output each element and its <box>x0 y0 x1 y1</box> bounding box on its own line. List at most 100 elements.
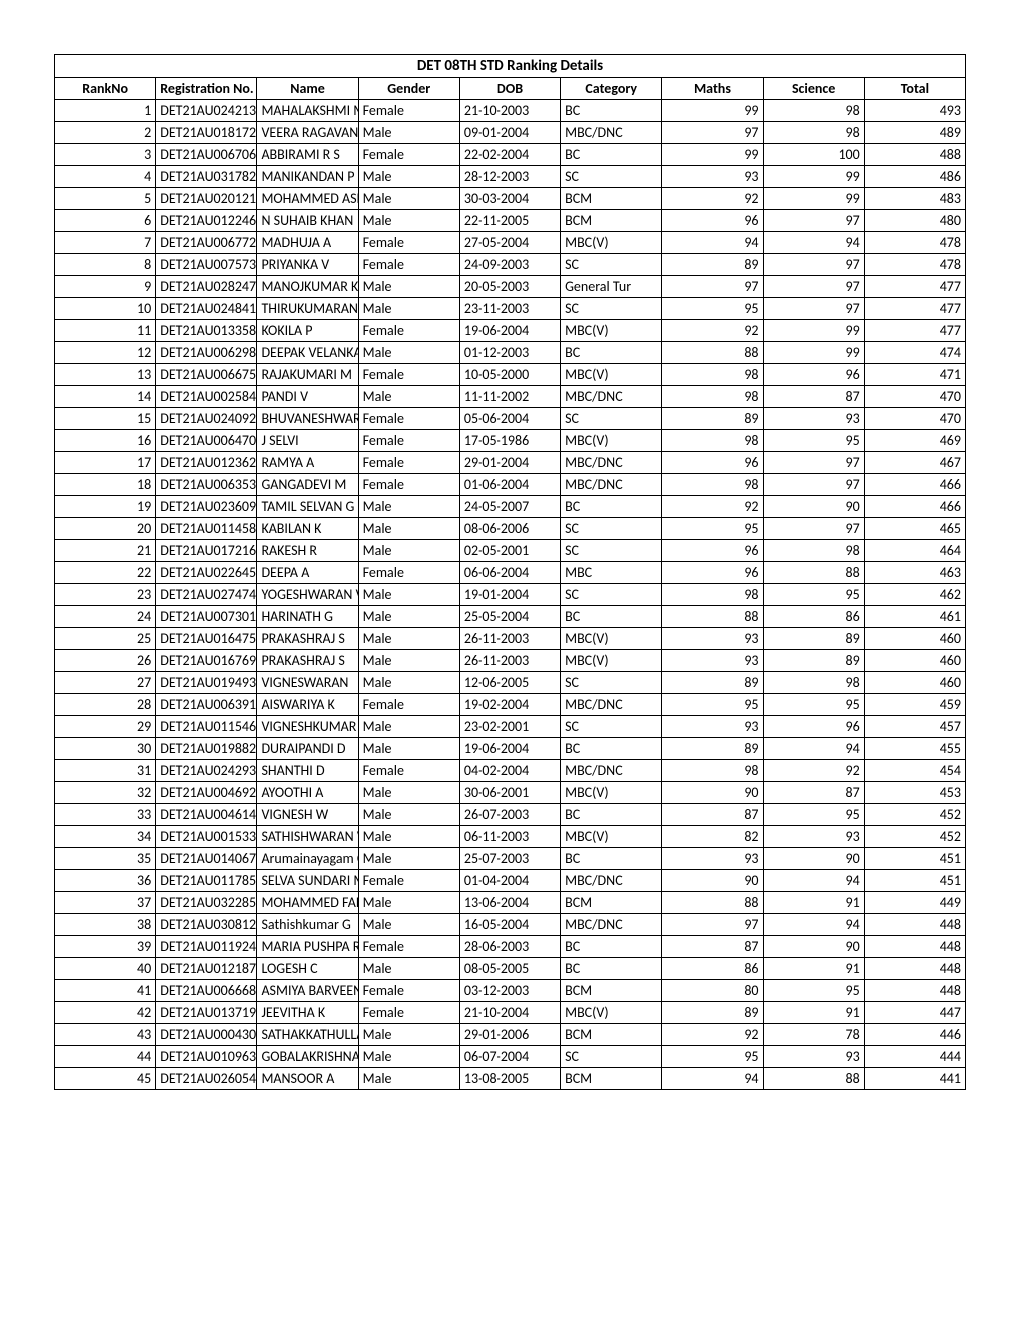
cell-science: 91 <box>763 958 864 980</box>
ranking-table: DET 08TH STD Ranking Details RankNo Regi… <box>54 54 966 1090</box>
cell-dob: 25-05-2004 <box>459 606 560 628</box>
cell-maths: 96 <box>662 562 763 584</box>
cell-reg: DET21AU026054 <box>156 1068 257 1090</box>
cell-total: 447 <box>864 1002 965 1024</box>
cell-total: 452 <box>864 804 965 826</box>
cell-name: BHUVANESHWARI K <box>257 408 358 430</box>
table-row: 32DET21AU004692AYOOTHI AMale30-06-2001MB… <box>55 782 966 804</box>
cell-science: 94 <box>763 870 864 892</box>
cell-dob: 28-06-2003 <box>459 936 560 958</box>
cell-rank: 22 <box>55 562 156 584</box>
cell-rank: 10 <box>55 298 156 320</box>
table-row: 33DET21AU004614VIGNESH WMale26-07-2003BC… <box>55 804 966 826</box>
table-row: 6DET21AU012246N SUHAIB KHANMale22-11-200… <box>55 210 966 232</box>
cell-reg: DET21AU001533 <box>156 826 257 848</box>
cell-category: MBC(V) <box>561 782 662 804</box>
cell-maths: 93 <box>662 716 763 738</box>
cell-name: RAJAKUMARI M <box>257 364 358 386</box>
cell-total: 451 <box>864 870 965 892</box>
table-row: 10DET21AU024841THIRUKUMARAN VMale23-11-2… <box>55 298 966 320</box>
cell-name: SHANTHI D <box>257 760 358 782</box>
cell-rank: 34 <box>55 826 156 848</box>
cell-rank: 19 <box>55 496 156 518</box>
cell-category: MBC(V) <box>561 430 662 452</box>
cell-gender: Male <box>358 540 459 562</box>
cell-total: 462 <box>864 584 965 606</box>
cell-name: ASMIYA BARVEEN M <box>257 980 358 1002</box>
cell-gender: Female <box>358 980 459 1002</box>
cell-science: 99 <box>763 166 864 188</box>
cell-gender: Male <box>358 628 459 650</box>
cell-total: 441 <box>864 1068 965 1090</box>
cell-rank: 37 <box>55 892 156 914</box>
cell-category: SC <box>561 254 662 276</box>
cell-total: 452 <box>864 826 965 848</box>
cell-reg: DET21AU032285 <box>156 892 257 914</box>
cell-category: MBC/DNC <box>561 760 662 782</box>
cell-total: 478 <box>864 232 965 254</box>
cell-maths: 96 <box>662 210 763 232</box>
cell-science: 87 <box>763 782 864 804</box>
cell-maths: 97 <box>662 276 763 298</box>
cell-category: SC <box>561 408 662 430</box>
table-row: 9DET21AU028247MANOJKUMAR KMale20-05-2003… <box>55 276 966 298</box>
cell-science: 91 <box>763 1002 864 1024</box>
cell-reg: DET21AU013719 <box>156 1002 257 1024</box>
table-row: 38DET21AU030812Sathishkumar GMale16-05-2… <box>55 914 966 936</box>
cell-science: 95 <box>763 804 864 826</box>
cell-name: KOKILA P <box>257 320 358 342</box>
cell-gender: Male <box>358 518 459 540</box>
cell-name: VIGNESWARAN <box>257 672 358 694</box>
cell-rank: 32 <box>55 782 156 804</box>
cell-reg: DET21AU019493 <box>156 672 257 694</box>
cell-reg: DET21AU012362 <box>156 452 257 474</box>
cell-maths: 98 <box>662 474 763 496</box>
table-row: 35DET21AU014067Arumainayagam CMale25-07-… <box>55 848 966 870</box>
cell-science: 90 <box>763 496 864 518</box>
cell-name: DEEPA A <box>257 562 358 584</box>
cell-name: TAMIL SELVAN G <box>257 496 358 518</box>
cell-science: 97 <box>763 276 864 298</box>
cell-name: GANGADEVI M <box>257 474 358 496</box>
table-row: 13DET21AU006675RAJAKUMARI MFemale10-05-2… <box>55 364 966 386</box>
cell-reg: DET21AU007573 <box>156 254 257 276</box>
cell-category: BCM <box>561 1068 662 1090</box>
table-row: 23DET21AU027474YOGESHWARAN VMale19-01-20… <box>55 584 966 606</box>
cell-category: SC <box>561 672 662 694</box>
table-row: 34DET21AU001533SATHISHWARAN V SMale06-11… <box>55 826 966 848</box>
cell-gender: Male <box>358 716 459 738</box>
cell-maths: 87 <box>662 804 763 826</box>
cell-total: 470 <box>864 408 965 430</box>
cell-rank: 39 <box>55 936 156 958</box>
cell-dob: 29-01-2004 <box>459 452 560 474</box>
cell-science: 95 <box>763 694 864 716</box>
cell-category: BC <box>561 804 662 826</box>
cell-maths: 93 <box>662 650 763 672</box>
cell-rank: 15 <box>55 408 156 430</box>
cell-rank: 21 <box>55 540 156 562</box>
cell-total: 457 <box>864 716 965 738</box>
cell-gender: Male <box>358 1068 459 1090</box>
cell-science: 95 <box>763 980 864 1002</box>
cell-reg: DET21AU002584 <box>156 386 257 408</box>
cell-maths: 99 <box>662 100 763 122</box>
cell-name: RAKESH R <box>257 540 358 562</box>
table-row: 28DET21AU006391AISWARIYA KFemale19-02-20… <box>55 694 966 716</box>
table-row: 20DET21AU011458KABILAN KMale08-06-2006SC… <box>55 518 966 540</box>
table-row: 17DET21AU012362RAMYA AFemale29-01-2004MB… <box>55 452 966 474</box>
cell-dob: 06-11-2003 <box>459 826 560 848</box>
cell-rank: 25 <box>55 628 156 650</box>
cell-category: BC <box>561 100 662 122</box>
cell-reg: DET21AU031782 <box>156 166 257 188</box>
cell-reg: DET21AU027474 <box>156 584 257 606</box>
cell-gender: Male <box>358 386 459 408</box>
cell-total: 465 <box>864 518 965 540</box>
cell-category: MBC(V) <box>561 1002 662 1024</box>
cell-gender: Male <box>358 210 459 232</box>
cell-total: 466 <box>864 474 965 496</box>
table-row: 31DET21AU024293SHANTHI DFemale04-02-2004… <box>55 760 966 782</box>
cell-maths: 96 <box>662 452 763 474</box>
cell-maths: 92 <box>662 188 763 210</box>
header-category: Category <box>561 78 662 100</box>
cell-category: BC <box>561 936 662 958</box>
